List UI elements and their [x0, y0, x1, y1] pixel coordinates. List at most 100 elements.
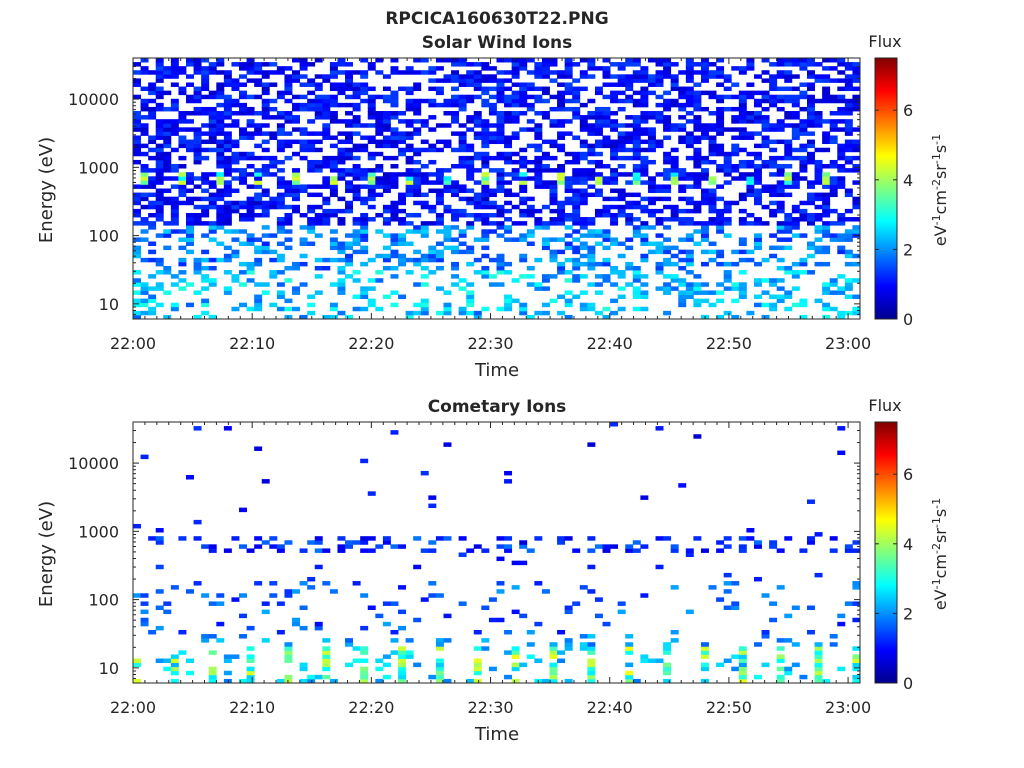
spectrogram-cell	[133, 282, 141, 287]
spectrogram-cell	[405, 212, 414, 218]
spectrogram-cell	[663, 151, 672, 157]
spectrogram-cell	[822, 90, 831, 96]
spectrogram-cell	[276, 270, 285, 275]
spectrogram-cell	[133, 70, 141, 75]
spectrogram-cell	[163, 155, 172, 161]
spectrogram-cell	[390, 172, 399, 177]
spectrogram-cell	[246, 670, 255, 676]
spectrogram-cell	[587, 674, 596, 680]
spectrogram-cell	[148, 221, 157, 226]
spectrogram-cell	[261, 102, 270, 108]
spectrogram-cell	[170, 662, 179, 668]
spectrogram-cell	[413, 200, 422, 206]
spectrogram-cell	[587, 548, 596, 553]
spectrogram-cell	[534, 66, 543, 71]
spectrogram-cell	[776, 674, 785, 680]
spectrogram-cell	[776, 298, 785, 304]
spectrogram-cell	[307, 221, 316, 226]
spectrogram-cell	[201, 94, 210, 100]
spectrogram-cell	[193, 265, 202, 271]
spectrogram-cell	[299, 662, 308, 668]
spectrogram-cell	[723, 261, 732, 267]
spectrogram-cell	[155, 176, 164, 181]
spectrogram-cell	[814, 642, 823, 647]
spectrogram-cell	[223, 270, 232, 275]
spectrogram-cell	[133, 119, 141, 124]
spectrogram-cell	[269, 172, 278, 177]
spectrogram-cell	[133, 115, 141, 120]
spectrogram-cell	[458, 102, 467, 108]
spectrogram-cell	[670, 245, 679, 251]
spectrogram-cell	[170, 184, 179, 189]
spectrogram-cell	[201, 82, 210, 87]
spectrogram-cell	[367, 176, 376, 181]
spectrogram-cell	[784, 221, 793, 226]
spectrogram-cell	[504, 86, 513, 92]
spectrogram-cell	[216, 217, 225, 222]
spectrogram-cell	[420, 139, 429, 145]
spectrogram-cell	[519, 159, 528, 165]
spectrogram-cell	[723, 217, 732, 222]
spectrogram-cell	[481, 270, 490, 275]
spectrogram-cell	[307, 678, 316, 684]
spectrogram-cell	[488, 139, 497, 145]
spectrogram-cell	[231, 229, 240, 234]
spectrogram-cell	[254, 294, 263, 300]
spectrogram-cell	[163, 601, 172, 606]
spectrogram-cell	[663, 123, 672, 128]
spectrogram-cell	[413, 102, 422, 108]
spectrogram-cell	[322, 123, 331, 128]
spectrogram-cell	[451, 249, 460, 255]
spectrogram-cell	[678, 298, 687, 304]
spectrogram-cell	[663, 106, 672, 112]
spectrogram-cell	[761, 302, 770, 308]
spectrogram-cell	[549, 143, 558, 149]
spectrogram-cell	[322, 548, 331, 553]
spectrogram-cell	[201, 310, 210, 316]
spectrogram-cell	[655, 286, 664, 291]
spectrogram-cell	[541, 274, 550, 279]
spectrogram-cell	[435, 188, 444, 193]
spectrogram-cell	[640, 102, 649, 108]
spectrogram-cell	[670, 147, 679, 153]
spectrogram-cell	[133, 523, 141, 529]
spectrogram-cell	[284, 192, 293, 198]
spectrogram-cell	[579, 245, 588, 251]
spectrogram-cell	[345, 314, 354, 320]
spectrogram-cell	[640, 164, 649, 169]
spectrogram-cell	[791, 111, 800, 116]
spectrogram-cell	[390, 111, 399, 116]
spectrogram-cell	[276, 143, 285, 149]
spectrogram-cell	[193, 143, 202, 149]
spectrogram-cell	[844, 294, 853, 300]
spectrogram-cell	[155, 147, 164, 153]
spectrogram-cell	[557, 217, 566, 222]
spectrogram-cell	[458, 62, 467, 67]
spectrogram-cell	[261, 233, 270, 238]
spectrogram-cell	[216, 82, 225, 87]
spectrogram-cell	[481, 139, 490, 145]
spectrogram-cell	[541, 286, 550, 291]
spectrogram-cell	[299, 94, 308, 100]
spectrogram-cell	[655, 74, 664, 79]
spectrogram-cell	[814, 229, 823, 234]
spectrogram-cell	[208, 192, 217, 198]
spectrogram-cell	[731, 200, 740, 206]
spectrogram-cell	[837, 286, 846, 291]
spectrogram-cell	[700, 282, 709, 287]
spectrogram-cell	[193, 139, 202, 145]
x-tick-label: 22:50	[706, 334, 752, 353]
spectrogram-cell	[133, 135, 141, 140]
spectrogram-cell	[564, 90, 573, 96]
spectrogram-cell	[837, 666, 846, 672]
spectrogram-cell	[602, 261, 611, 267]
spectrogram-cell	[337, 217, 346, 222]
colorbar-title: Flux	[868, 32, 901, 51]
spectrogram-cell	[557, 168, 566, 173]
spectrogram-cell	[276, 253, 285, 259]
spectrogram-cell	[625, 650, 634, 655]
spectrogram-cell	[784, 613, 793, 619]
spectrogram-cell	[738, 115, 747, 120]
spectrogram-cell	[405, 257, 414, 263]
